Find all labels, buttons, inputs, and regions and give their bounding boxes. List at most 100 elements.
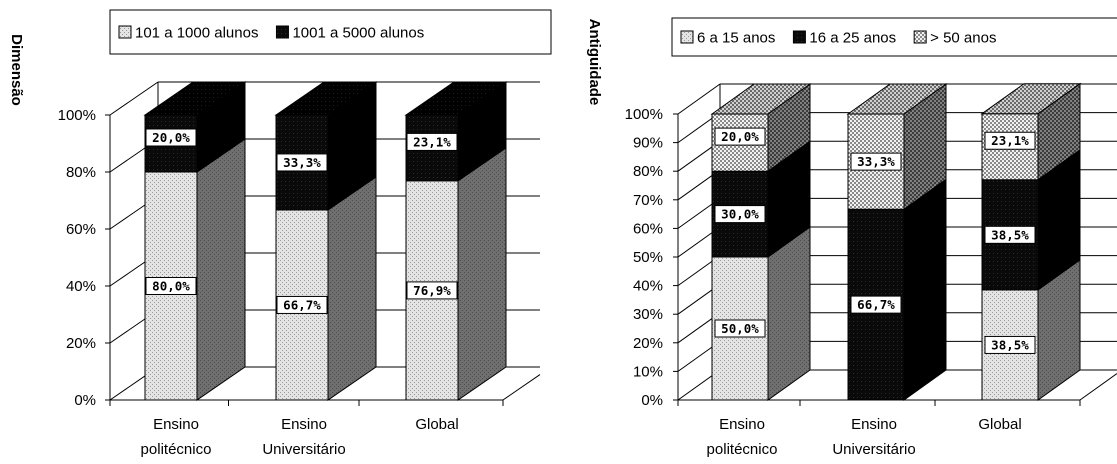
legend-label: 16 a 25 anos <box>809 30 896 47</box>
y-tick-label: 20% <box>66 335 96 352</box>
bar-side <box>327 175 377 401</box>
legend-swatch <box>118 25 132 39</box>
y-tick-label: 100% <box>58 107 96 124</box>
data-label: 66,7% <box>276 295 328 314</box>
data-label: 20,0% <box>714 127 766 146</box>
y-tick-label: 40% <box>66 278 96 295</box>
legend-label: 6 a 15 anos <box>697 30 775 47</box>
legend-item: 1001 a 5000 alunos <box>275 25 424 42</box>
legend-item: 101 a 1000 alunos <box>118 25 258 42</box>
category-label: Global <box>415 416 458 433</box>
data-label-text: 20,0% <box>721 129 759 144</box>
legend-swatch <box>792 30 806 44</box>
data-label-box <box>145 128 197 147</box>
y-tick-label: 30% <box>633 306 663 323</box>
y-tick-label: 60% <box>66 221 96 238</box>
data-label-box <box>714 205 766 224</box>
data-label-box <box>984 131 1036 150</box>
legend-swatch <box>680 30 694 44</box>
data-label-text: 23,1% <box>413 134 451 149</box>
y-tick-label: 50% <box>633 249 663 266</box>
data-label: 30,0% <box>714 205 766 224</box>
chart-2: 0% 10% 20% 30% 40% 50% 60% 70% 80% 90% 100% Antigui… <box>586 17 1117 458</box>
data-label-box <box>276 153 328 172</box>
chart-1: 0% 20% 40% 60% 80% 100% Dimensão 80,0% 20,0% 66,7… <box>8 9 552 458</box>
bar-top <box>143 81 247 116</box>
category-label: Universitário <box>262 441 345 458</box>
category-label: Ensino <box>281 416 327 433</box>
data-label: 38,5% <box>984 335 1036 354</box>
side-wall-line <box>109 81 159 116</box>
data-label-box <box>850 152 902 171</box>
bar-segment <box>144 138 246 401</box>
legend: 101 a 1000 alunos 1001 a 5000 alunos <box>109 9 552 55</box>
data-label-text: 80,0% <box>152 279 190 294</box>
legend: 6 a 15 anos 16 a 25 anos > 50 anos <box>671 17 1117 57</box>
bar-segment <box>981 148 1081 291</box>
y-tick-label: 80% <box>633 163 663 180</box>
category-label: Ensino <box>153 416 199 433</box>
data-label-text: 23,1% <box>991 133 1029 148</box>
y-tick-label: 0% <box>641 392 663 409</box>
data-label: 66,7% <box>850 295 902 314</box>
data-label-box <box>406 132 458 151</box>
category-label: Ensino <box>719 416 765 433</box>
data-label: 80,0% <box>145 277 197 295</box>
y-tick-label: 80% <box>66 164 96 181</box>
y-tick-label: 40% <box>633 278 663 295</box>
data-label: 33,3% <box>850 152 902 171</box>
category-label: Universitário <box>832 441 915 458</box>
data-label-box <box>850 295 902 314</box>
data-label-text: 20,0% <box>152 130 190 145</box>
y-axis-label: Antiguidade <box>586 19 603 106</box>
y-tick-label: 60% <box>633 220 663 237</box>
y-tick-label: 20% <box>633 335 663 352</box>
bar-top <box>274 81 378 116</box>
category-label: politécnico <box>141 441 212 458</box>
y-tick-label: 70% <box>633 192 663 209</box>
category-label: Global <box>978 416 1021 433</box>
legend-box <box>109 9 552 55</box>
bar-top <box>404 81 508 116</box>
data-label-text: 66,7% <box>283 297 321 312</box>
side-wall-line <box>677 83 721 115</box>
legend-item: 6 a 15 anos <box>680 30 775 47</box>
legend-label: > 50 anos <box>930 30 996 47</box>
bar-side <box>457 146 507 401</box>
legend-item: > 50 anos <box>913 30 996 47</box>
data-label-text: 33,3% <box>283 155 321 170</box>
legend-label: 1001 a 5000 alunos <box>292 25 424 42</box>
floor-edge <box>502 374 541 401</box>
data-label: 20,0% <box>145 128 197 147</box>
y-axis-label: Dimensão <box>8 34 25 106</box>
data-label-text: 76,9% <box>413 283 451 298</box>
category-label: politécnico <box>707 441 778 458</box>
legend-label: 101 a 1000 alunos <box>135 25 258 42</box>
data-label: 23,1% <box>984 131 1036 150</box>
y-tick-label: 90% <box>633 135 663 152</box>
data-label-text: 50,0% <box>721 321 759 336</box>
data-label-text: 38,5% <box>991 337 1029 352</box>
y-tick-label: 10% <box>633 363 663 380</box>
bar-side <box>196 138 246 401</box>
data-label: 33,3% <box>276 153 328 172</box>
bar-side <box>903 178 947 401</box>
data-label: 50,0% <box>714 319 766 338</box>
data-label-box <box>714 127 766 146</box>
legend-item: 16 a 25 anos <box>792 30 896 47</box>
data-label-box <box>406 281 458 300</box>
legend-swatch <box>913 30 927 44</box>
bar-segment <box>980 82 1082 181</box>
data-label-text: 38,5% <box>991 227 1029 242</box>
legend-box <box>671 17 1117 57</box>
data-label-box <box>714 319 766 338</box>
y-tick-label: 0% <box>74 392 96 409</box>
data-label: 23,1% <box>406 132 458 151</box>
data-label-box <box>276 295 328 314</box>
data-label-box <box>984 335 1036 354</box>
bar-top <box>846 83 948 115</box>
bar-top <box>980 83 1082 115</box>
data-label-text: 33,3% <box>857 154 895 169</box>
legend-swatch <box>275 25 289 39</box>
data-label-text: 66,7% <box>857 297 895 312</box>
